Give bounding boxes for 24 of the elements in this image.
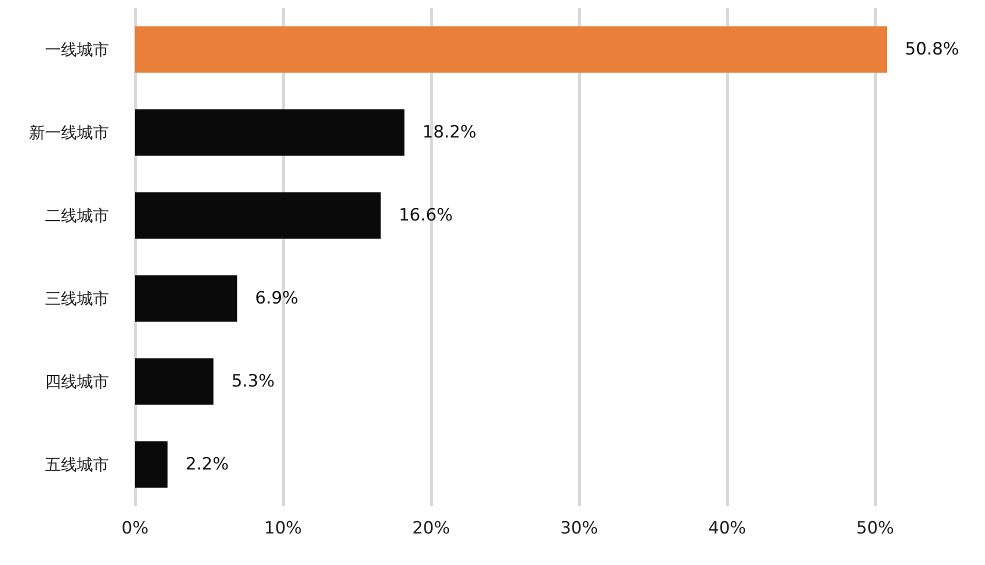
data-label: 5.3% — [231, 372, 275, 392]
x-tick-label: 30% — [560, 518, 598, 538]
y-tick-label: 二线城市 — [45, 206, 109, 225]
y-tick-label: 四线城市 — [45, 372, 109, 391]
y-tick-label: 三线城市 — [45, 289, 109, 308]
bar — [135, 192, 381, 239]
bar — [135, 275, 238, 322]
y-tick-label: 新一线城市 — [29, 123, 109, 142]
y-tick-label: 五线城市 — [45, 455, 109, 474]
data-label: 2.2% — [186, 454, 229, 474]
data-label: 16.6% — [398, 206, 453, 226]
x-tick-label: 40% — [708, 518, 746, 538]
bar — [135, 26, 888, 73]
data-label: 18.2% — [422, 122, 476, 142]
x-tick-label: 10% — [264, 518, 302, 538]
bar — [135, 109, 404, 156]
y-tick-label: 一线城市 — [45, 40, 109, 59]
bar — [135, 358, 214, 405]
x-tick-label: 20% — [412, 518, 450, 538]
x-tick-label: 50% — [856, 518, 894, 538]
data-label: 50.8% — [905, 40, 960, 60]
data-label: 6.9% — [255, 288, 298, 308]
x-tick-label: 0% — [122, 518, 148, 538]
bar — [135, 441, 168, 488]
